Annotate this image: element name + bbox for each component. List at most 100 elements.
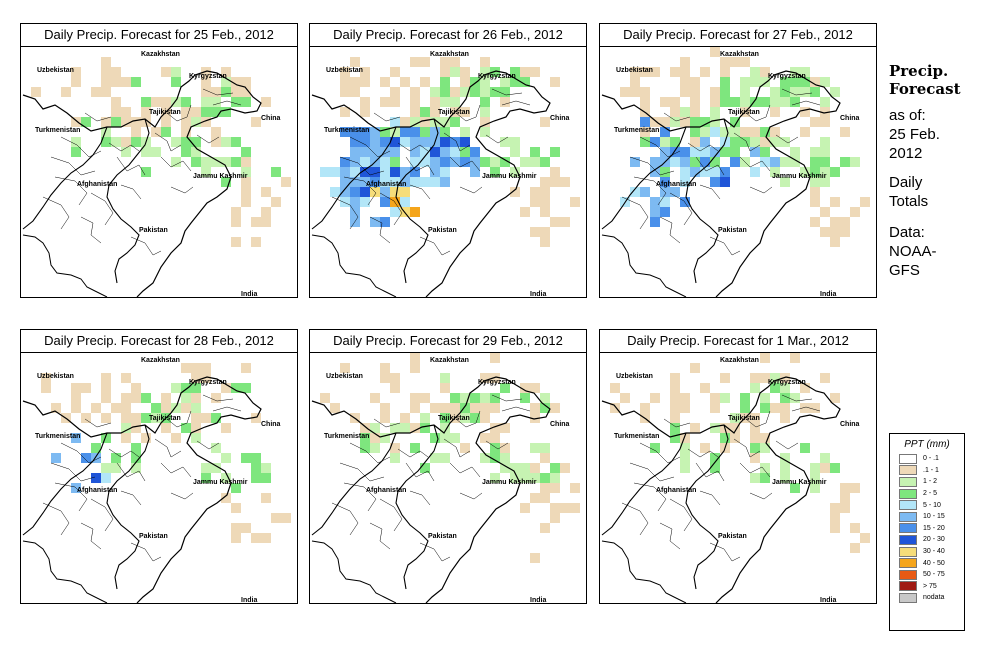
precip-cell: [440, 167, 450, 177]
province-boundary: [485, 134, 509, 144]
precip-cell: [141, 433, 151, 443]
province-boundary: [154, 132, 182, 152]
precip-cell: [420, 57, 430, 67]
province-boundary: [160, 462, 192, 478]
precip-cell: [810, 473, 820, 483]
precip-cell: [71, 433, 81, 443]
precip-cell: [181, 97, 191, 107]
precip-cell: [760, 353, 770, 363]
precip-cell: [680, 197, 690, 207]
precip-cell: [500, 423, 510, 433]
precip-cell: [340, 107, 350, 117]
precip-cell: [750, 373, 760, 383]
precip-cell: [171, 67, 181, 77]
precip-cell: [780, 453, 790, 463]
legend-label: 2 - 5: [923, 490, 938, 498]
precip-cell: [251, 463, 261, 473]
province-boundary: [108, 448, 140, 458]
precip-cell: [71, 383, 81, 393]
country-border: [22, 70, 262, 297]
precip-cell: [390, 157, 400, 167]
precip-cell: [830, 197, 840, 207]
asof-line-2: 25 Feb.: [889, 126, 940, 143]
country-border: [311, 70, 551, 297]
precip-cell: [480, 433, 490, 443]
precip-cell: [450, 403, 460, 413]
precip-cell: [750, 413, 760, 423]
precip-cell: [101, 67, 111, 77]
precip-cell: [520, 67, 530, 77]
precip-cell: [41, 383, 51, 393]
precip-cell: [780, 463, 790, 473]
precip-cell: [720, 433, 730, 443]
province-boundary: [669, 192, 693, 226]
precip-legend: PPT (mm) 0 - .1 .1 - 1 1 - 2 2 - 5 5 - 10 10 …: [889, 433, 965, 631]
precip-cell: [630, 157, 640, 167]
precip-cell: [540, 483, 550, 493]
country-label-pakistan: Pakistan: [718, 227, 747, 234]
precip-cell: [251, 533, 261, 543]
precip-cell: [360, 443, 370, 453]
precip-cell: [191, 117, 201, 127]
country-border: [311, 424, 439, 590]
precip-cell: [400, 117, 410, 127]
precip-cell: [840, 127, 850, 137]
province-boundary: [459, 186, 483, 194]
legend-swatch: [899, 511, 917, 522]
province-boundary: [108, 142, 140, 152]
precip-cell: [820, 97, 830, 107]
precip-cell: [261, 473, 271, 483]
country-label-turkmenistan: Turkmenistan: [614, 127, 660, 134]
legend-item: 5 - 10: [890, 499, 964, 511]
precip-cell: [530, 187, 540, 197]
precip-cell: [550, 217, 560, 227]
precip-cell: [121, 107, 131, 117]
precip-cell: [780, 373, 790, 383]
precip-cell: [440, 383, 450, 393]
precip-cell: [690, 167, 700, 177]
precip-cell: [410, 107, 420, 117]
precip-cell: [700, 147, 710, 157]
precip-cell: [221, 177, 231, 187]
precip-cell: [650, 207, 660, 217]
country-label-tajikistan: Tajikistan: [438, 415, 470, 422]
precip-cell: [810, 147, 820, 157]
precip-cell: [810, 187, 820, 197]
country-label-tajikistan: Tajikistan: [728, 415, 760, 422]
precip-cell: [710, 393, 720, 403]
precip-cell: [670, 67, 680, 77]
precip-cell: [750, 127, 760, 137]
precip-cell: [790, 393, 800, 403]
precip-cell: [380, 127, 390, 137]
precip-cell: [141, 413, 151, 423]
precip-cell: [680, 403, 690, 413]
precip-cell: [320, 393, 330, 403]
country-label-uzbekistan: Uzbekistan: [326, 373, 363, 380]
precip-cell: [171, 433, 181, 443]
legend-swatch: [899, 453, 917, 464]
legend-label: .1 - 1: [923, 466, 939, 474]
precip-cell: [390, 177, 400, 187]
province-boundary: [749, 186, 773, 194]
map-area: Kazakhstan Uzbekistan Kyrgyzstan Tajikistan…: [600, 353, 876, 603]
precip-cell: [350, 167, 360, 177]
precip-cell: [680, 147, 690, 157]
country-label-china: China: [261, 115, 281, 122]
country-label-jammu_kashmir: Jammu Kashmir: [193, 173, 248, 180]
legend-item: 15 - 20: [890, 523, 964, 535]
country-border: [601, 70, 841, 297]
precip-cell: [770, 137, 780, 147]
precip-cell: [800, 383, 810, 393]
precip-cell: [690, 127, 700, 137]
precip-cell: [410, 207, 420, 217]
precip-cell: [151, 127, 161, 137]
legend-swatch: [899, 465, 917, 476]
precip-cell: [660, 167, 670, 177]
precip-cell: [410, 177, 420, 187]
precip-cell: [550, 513, 560, 523]
province-boundary: [202, 394, 234, 402]
precip-cell: [470, 403, 480, 413]
precip-cell: [211, 127, 221, 137]
precip-cell: [460, 107, 470, 117]
province-boundary: [50, 156, 96, 176]
